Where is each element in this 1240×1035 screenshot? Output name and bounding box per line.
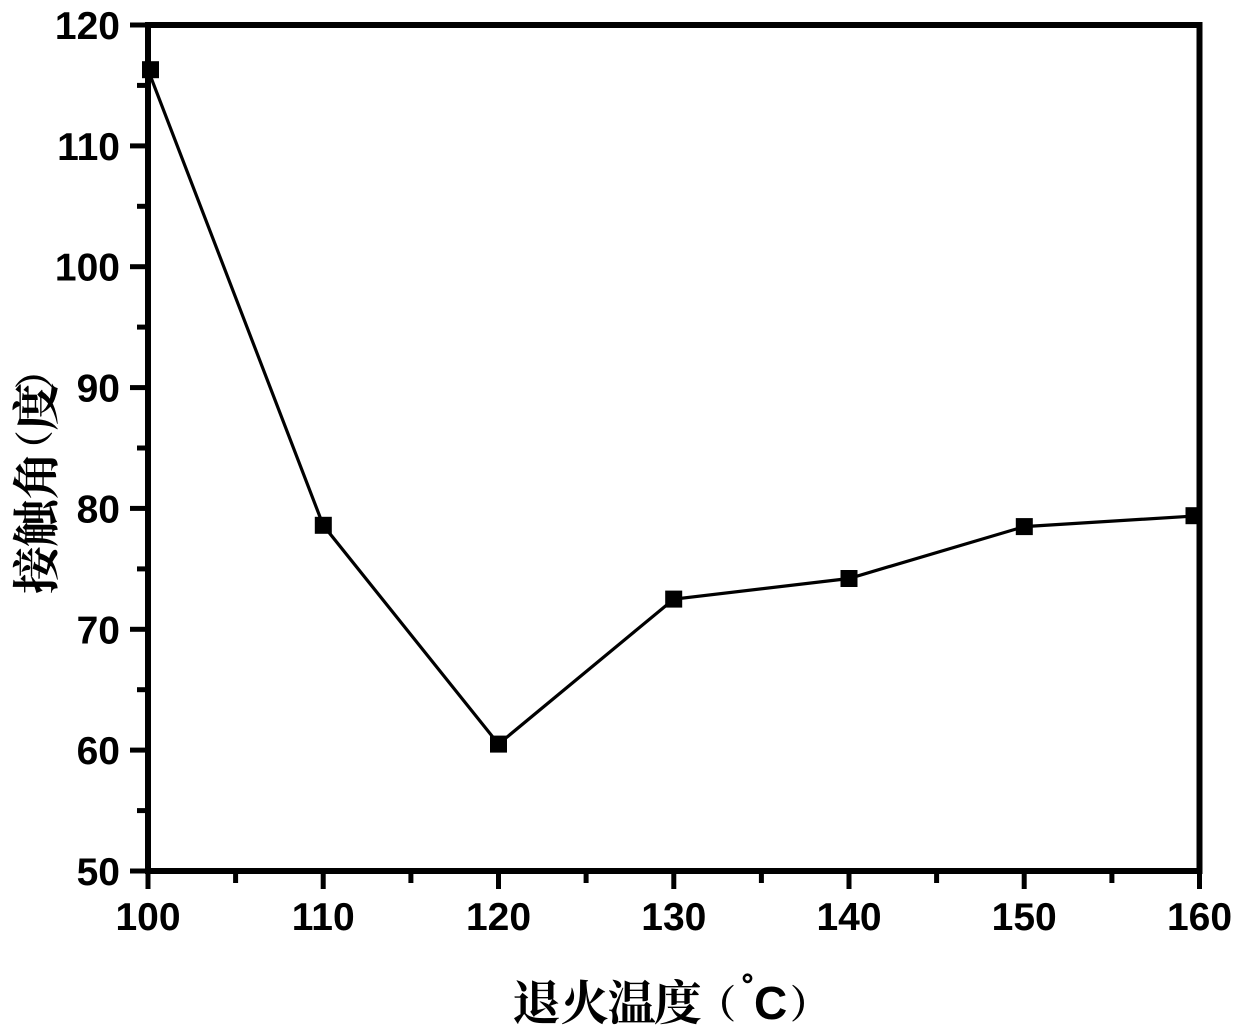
svg-text:160: 160	[1167, 896, 1232, 939]
svg-text:110: 110	[292, 896, 355, 939]
svg-text:50: 50	[77, 851, 120, 894]
svg-text:90: 90	[77, 368, 120, 411]
svg-text:120: 120	[466, 896, 531, 939]
svg-text:80: 80	[77, 488, 120, 531]
svg-text:130: 130	[641, 896, 706, 939]
svg-text:C: C	[754, 977, 787, 1029]
svg-text:150: 150	[992, 896, 1057, 939]
svg-text:100: 100	[115, 896, 180, 939]
svg-text:110: 110	[57, 126, 120, 169]
svg-text:70: 70	[77, 609, 120, 652]
svg-text:120: 120	[55, 5, 120, 48]
svg-text:140: 140	[816, 896, 881, 939]
svg-text:100: 100	[55, 247, 120, 290]
svg-text:60: 60	[77, 730, 120, 773]
